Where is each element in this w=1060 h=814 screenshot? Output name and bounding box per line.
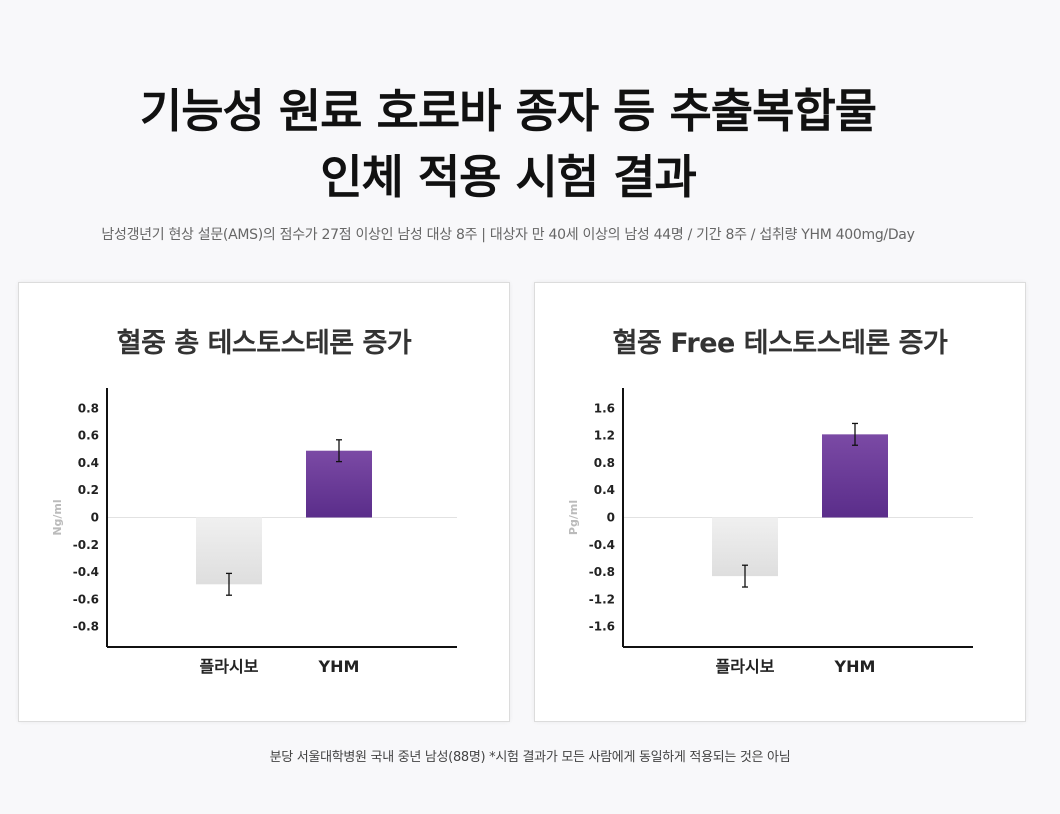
- y-tick-label: -0.4: [589, 538, 615, 552]
- y-tick-label: -0.8: [589, 565, 615, 579]
- y-tick-label: -1.6: [589, 620, 615, 634]
- chart-title: 혈중 Free 테스토스테론 증가: [612, 328, 948, 359]
- y-tick-label: 1.2: [594, 429, 615, 443]
- y-tick-label: 0.6: [78, 429, 99, 443]
- free-testosterone-chart: 1.6 1.2 0.8 0.4 0 -0.4 -0.8 -1.2 -1.6 Pg/ml 플라시보 YH…: [567, 388, 973, 676]
- total-testosterone-chart-panel: 혈중 총 테스토스테론 증가 0.8 0.6 0.4 0.2 0 -0.2 -0.4 -0.6…: [18, 282, 510, 722]
- y-tick-label: 0.2: [78, 483, 99, 497]
- y-tick-label: -0.8: [73, 620, 99, 634]
- x-category-label: 플라시보: [716, 657, 775, 676]
- error-bar: [226, 572, 232, 596]
- y-tick-label: -0.4: [73, 565, 99, 579]
- y-tick-label: -0.2: [73, 538, 99, 552]
- y-axis-unit-label: Ng/ml: [51, 499, 64, 535]
- total-testosterone-chart: 0.8 0.6 0.4 0.2 0 -0.2 -0.4 -0.6 -0.8 Ng/ml 플라시보 YH…: [51, 388, 457, 676]
- y-tick-label: 0.4: [78, 456, 99, 470]
- x-category-label: YHM: [834, 657, 876, 676]
- free-testosterone-chart-panel: 혈중 Free 테스토스테론 증가 1.6 1.2 0.8 0.4 0 -0.4 -0.8 -…: [534, 282, 1026, 722]
- y-tick-label: 1.6: [594, 401, 615, 415]
- error-bar: [852, 422, 858, 446]
- error-bar: [336, 439, 342, 463]
- y-tick-label: -1.2: [589, 592, 615, 606]
- headline-line-2: 인체 적용 시험 결과: [320, 150, 697, 204]
- x-category-label: YHM: [318, 657, 360, 676]
- yhm-bar: [822, 434, 888, 518]
- study-description: 남성갱년기 현상 설문(AMS)의 점수가 27점 이상인 남성 대상 8주 |…: [101, 227, 915, 243]
- page-headline: 기능성 원료 호로바 종자 등 추출복합물 인체 적용 시험 결과: [0, 78, 1016, 210]
- chart-title: 혈중 총 테스토스테론 증가: [116, 328, 412, 359]
- y-tick-label: 0: [91, 511, 99, 525]
- headline-line-1: 기능성 원료 호로바 종자 등 추출복합물: [139, 84, 877, 138]
- y-tick-label: 0.4: [594, 483, 615, 497]
- y-axis-unit-label: Pg/ml: [567, 500, 580, 535]
- x-category-label: 플라시보: [200, 657, 259, 676]
- y-tick-label: 0: [607, 511, 615, 525]
- error-bar: [742, 564, 748, 588]
- y-tick-label: 0.8: [594, 456, 615, 470]
- footnote: 분당 서울대학병원 국내 중년 남성(88명) *시험 결과가 모든 사람에게 …: [269, 750, 791, 765]
- y-tick-label: -0.6: [73, 592, 99, 606]
- y-tick-label: 0.8: [78, 401, 99, 415]
